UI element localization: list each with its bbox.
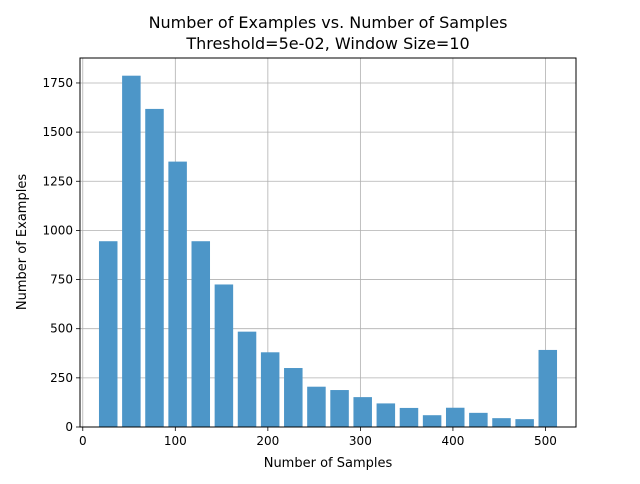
y-tick-label: 500 xyxy=(50,322,73,336)
bar xyxy=(469,412,488,427)
bar xyxy=(122,75,141,428)
y-tick-label: 750 xyxy=(50,273,73,287)
bar xyxy=(307,386,326,427)
y-tick-label: 1250 xyxy=(42,174,73,188)
y-tick-label: 250 xyxy=(50,371,73,385)
bar xyxy=(237,331,257,427)
y-tick-label: 1750 xyxy=(42,76,73,90)
bar xyxy=(445,407,465,427)
x-tick-label: 100 xyxy=(164,434,187,448)
bar xyxy=(538,349,558,427)
bar xyxy=(284,368,303,427)
bar xyxy=(191,241,211,427)
bar xyxy=(260,352,280,427)
bar xyxy=(376,403,396,427)
bar xyxy=(399,407,419,427)
plot-frame xyxy=(79,57,577,428)
bar xyxy=(492,418,511,427)
chart-subtitle: Threshold=5e-02, Window Size=10 xyxy=(185,34,469,53)
bar xyxy=(98,241,118,427)
bar xyxy=(515,419,534,427)
bar xyxy=(353,397,372,427)
bar xyxy=(330,390,349,427)
ticks: 0 100 200 300 400 500 0 250 500 750 1000 1250 1500 17… xyxy=(42,76,556,448)
y-tick-label: 1000 xyxy=(42,223,73,237)
y-axis-label: Number of Examples xyxy=(15,174,30,310)
y-tick-label: 0 xyxy=(65,420,73,434)
bar xyxy=(422,415,442,427)
bars xyxy=(98,75,558,428)
y-tick-label: 1500 xyxy=(42,125,73,139)
chart-title: Number of Examples vs. Number of Samples xyxy=(149,13,508,32)
x-tick-label: 400 xyxy=(441,434,464,448)
x-tick-label: 0 xyxy=(79,434,87,448)
bar xyxy=(145,108,164,428)
x-axis-label: Number of Samples xyxy=(264,456,393,471)
x-tick-label: 200 xyxy=(256,434,279,448)
bar xyxy=(214,284,234,427)
x-tick-label: 300 xyxy=(349,434,372,448)
bar xyxy=(168,161,187,427)
x-tick-label: 500 xyxy=(534,434,557,448)
